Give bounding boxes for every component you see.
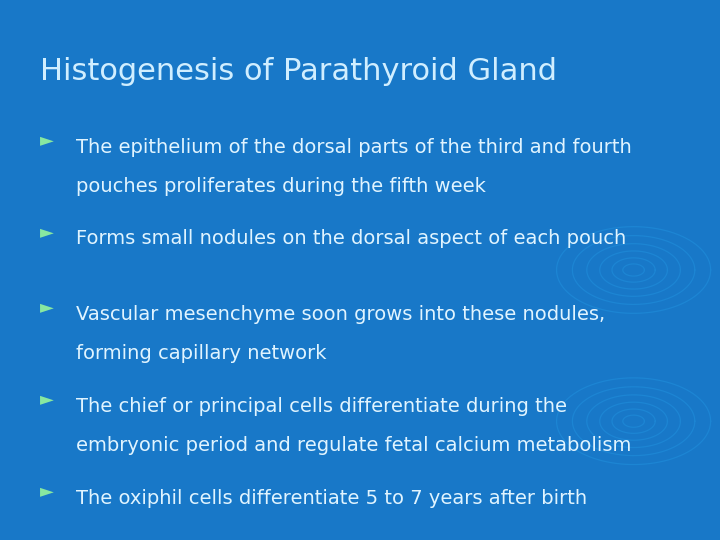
Text: ►: ►: [40, 390, 53, 408]
Text: The oxiphil cells differentiate 5 to 7 years after birth: The oxiphil cells differentiate 5 to 7 y…: [76, 489, 587, 508]
Text: Vascular mesenchyme soon grows into these nodules,: Vascular mesenchyme soon grows into thes…: [76, 305, 605, 324]
Text: ►: ►: [40, 223, 53, 241]
Text: The epithelium of the dorsal parts of the third and fourth: The epithelium of the dorsal parts of th…: [76, 138, 631, 157]
Text: pouches proliferates during the fifth week: pouches proliferates during the fifth we…: [76, 177, 485, 195]
Text: ►: ►: [40, 482, 53, 500]
Text: Histogenesis of Parathyroid Gland: Histogenesis of Parathyroid Gland: [40, 57, 557, 86]
Text: ►: ►: [40, 131, 53, 149]
Text: Forms small nodules on the dorsal aspect of each pouch: Forms small nodules on the dorsal aspect…: [76, 230, 626, 248]
Text: ►: ►: [40, 299, 53, 316]
Text: embryonic period and regulate fetal calcium metabolism: embryonic period and regulate fetal calc…: [76, 436, 631, 455]
Text: forming capillary network: forming capillary network: [76, 344, 326, 363]
Text: The chief or principal cells differentiate during the: The chief or principal cells differentia…: [76, 397, 567, 416]
